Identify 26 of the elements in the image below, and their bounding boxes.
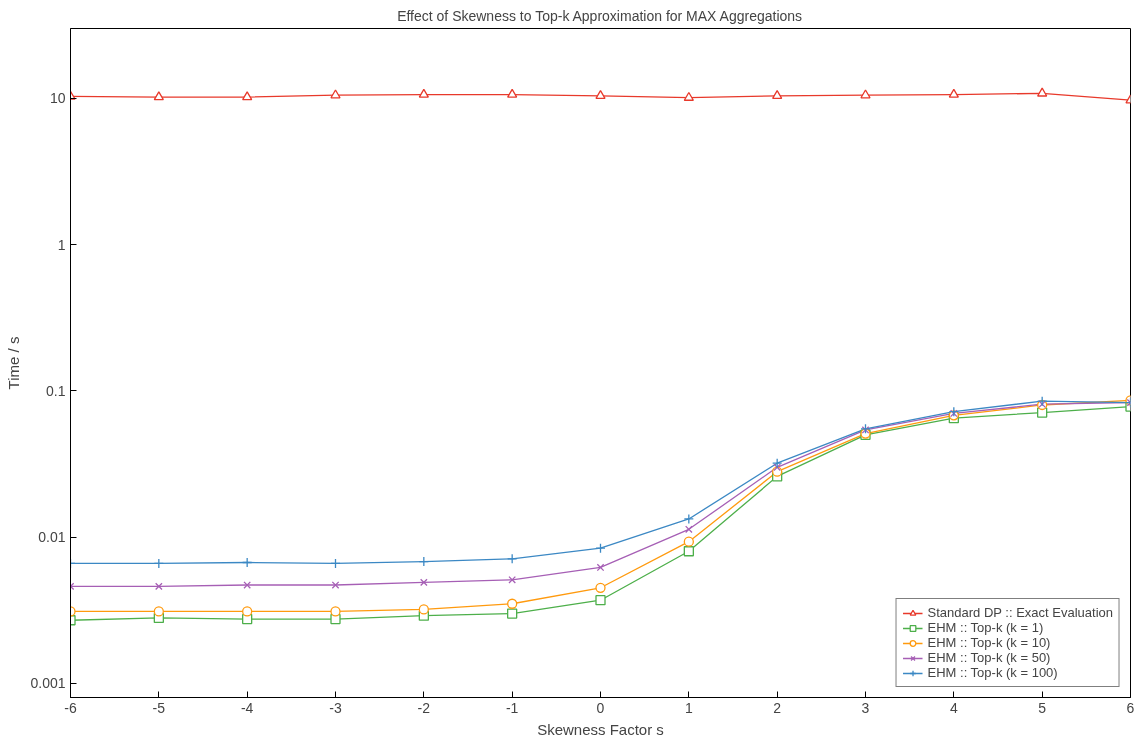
y-tick-label: 0.01 — [38, 529, 66, 546]
legend-label: EHM :: Top-k (k = 10) — [927, 635, 1051, 650]
x-tick-label: -6 — [64, 699, 77, 716]
legend-label: EHM :: Top-k (k = 1) — [927, 620, 1044, 635]
y-tick-label: 0.1 — [46, 382, 66, 399]
legend-label: Standard DP :: Exact Evaluation — [927, 605, 1113, 620]
chart-title: Effect of Skewness to Top-k Approximation for MAX Aggregations — [397, 7, 803, 24]
x-tick-label: -2 — [417, 699, 431, 716]
legend-label: EHM :: Top-k (k = 50) — [927, 650, 1051, 665]
y-axis-title: Time / s — [5, 336, 23, 390]
x-tick-label: 4 — [949, 699, 958, 716]
x-tick-label: -5 — [152, 699, 166, 716]
legend-label: EHM :: Top-k (k = 100) — [927, 665, 1058, 680]
x-tick-label: 5 — [1038, 699, 1047, 716]
y-tick-label: 0.001 — [30, 675, 66, 692]
x-tick-label: 3 — [861, 699, 870, 716]
x-axis-title: Skewness Factor s — [537, 720, 664, 738]
x-tick-label: 2 — [773, 699, 782, 716]
x-tick-label: 1 — [684, 699, 693, 716]
y-tick-label: 1 — [57, 236, 66, 253]
x-tick-label: 0 — [596, 699, 605, 716]
x-tick-label: -4 — [240, 699, 254, 716]
x-tick-label: 6 — [1126, 699, 1135, 716]
x-tick-label: -3 — [329, 699, 342, 716]
x-tick-label: -1 — [505, 699, 519, 716]
y-tick-label: 10 — [49, 90, 66, 107]
